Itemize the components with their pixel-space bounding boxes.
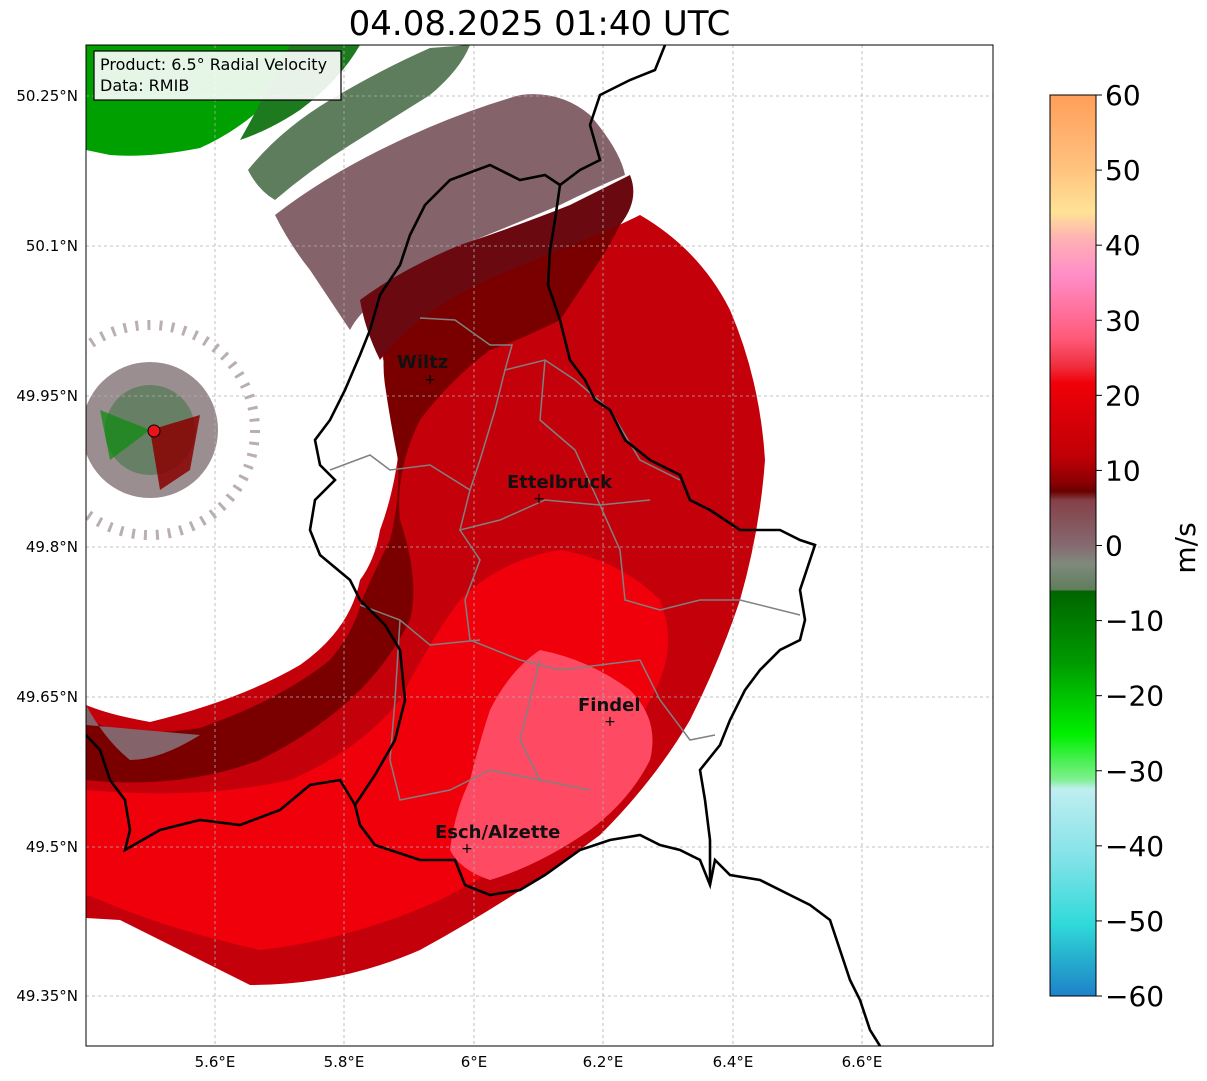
echo-upper-dark (360, 175, 634, 360)
city-findel[interactable]: Findel + (578, 695, 641, 730)
lat-tick: 50.25°N (16, 87, 78, 105)
map-area: Wiltz + Ettelbruck + Findel + Esch/Alzet… (86, 45, 993, 1046)
echo-graygreen-band (248, 45, 470, 200)
colorbar-tick-label: −10 (1105, 605, 1164, 638)
info-source: Data: RMIB (100, 76, 189, 95)
lon-tick-labels: 5.6°E 5.8°E 6°E 6.2°E 6.4°E 6.6°E (195, 1053, 883, 1071)
colorbar-gradient (1049, 94, 1097, 997)
colorbar-tick-label: −20 (1105, 680, 1164, 713)
city-markers: Wiltz + Ettelbruck + Findel + Esch/Alzet… (397, 352, 641, 857)
echo-mauve-band (275, 94, 625, 331)
info-product: Product: 6.5° Radial Velocity (100, 55, 327, 74)
city-label: Esch/Alzette (435, 822, 560, 843)
canton-boundaries (329, 317, 801, 801)
lon-tick: 5.6°E (195, 1053, 236, 1071)
colorbar-tick-label: −40 (1105, 830, 1164, 863)
colorbar: 60 50 40 30 20 10 0 −10 −20 −30 −40 −50 −60 m/s (1049, 79, 1202, 1013)
lon-tick: 6.6°E (842, 1053, 883, 1071)
lon-tick: 5.8°E (324, 1053, 365, 1071)
lat-tick: 49.8°N (26, 538, 78, 556)
lon-tick: 6.4°E (713, 1053, 754, 1071)
lat-tick: 50.1°N (26, 237, 78, 255)
colorbar-tick-label: −60 (1105, 980, 1164, 1013)
city-label: Wiltz (397, 352, 448, 373)
colorbar-tick-label: 30 (1105, 304, 1141, 337)
lat-tick: 49.5°N (26, 838, 78, 856)
echo-near-radar-green2 (100, 410, 150, 460)
map-frame (85, 44, 994, 1047)
lat-tick: 49.95°N (16, 387, 78, 405)
lon-tick: 6.2°E (583, 1053, 624, 1071)
city-esch-alzette[interactable]: Esch/Alzette + (435, 822, 560, 857)
colorbar-label: m/s (1169, 522, 1202, 573)
colorbar-tick-label: 50 (1105, 154, 1141, 187)
echo-pink-core (450, 650, 653, 880)
echo-bright-red (86, 550, 668, 950)
colorbar-tick-label: −50 (1105, 905, 1164, 938)
city-marker: + (424, 372, 436, 388)
city-wiltz[interactable]: Wiltz + (397, 352, 448, 388)
radar-site-marker[interactable] (147, 424, 161, 438)
colorbar-tick-label: 40 (1105, 229, 1141, 262)
echo-lower-left-mauve (86, 705, 200, 760)
echo-near-radar-red (150, 415, 200, 490)
lat-tick: 49.65°N (16, 688, 78, 706)
map-title: 04.08.2025 01:40 UTC (348, 4, 731, 44)
lat-tick: 49.35°N (16, 987, 78, 1005)
colorbar-tick-label: 20 (1105, 379, 1141, 412)
city-marker: + (604, 714, 616, 730)
colorbar-ticks: 60 50 40 30 20 10 0 −10 −20 −30 −40 −50 −60 (1096, 79, 1164, 1013)
lon-tick: 6°E (461, 1053, 488, 1071)
city-label: Findel (578, 695, 641, 716)
echo-near-radar-halo (86, 320, 260, 540)
colorbar-tick-label: 0 (1105, 530, 1123, 563)
lat-tick-labels: 50.25°N 50.1°N 49.95°N 49.8°N 49.65°N 49… (16, 87, 78, 1005)
colorbar-tick-label: 10 (1105, 454, 1141, 487)
city-marker: + (461, 841, 473, 857)
national-borders (86, 45, 882, 1046)
colorbar-tick-label: 60 (1105, 79, 1141, 112)
city-label: Ettelbruck (507, 472, 613, 493)
info-box: Product: 6.5° Radial Velocity Data: RMIB (93, 50, 342, 101)
city-marker: + (533, 491, 545, 507)
colorbar-tick-label: −30 (1105, 755, 1164, 788)
city-ettelbruck[interactable]: Ettelbruck + (507, 472, 613, 507)
